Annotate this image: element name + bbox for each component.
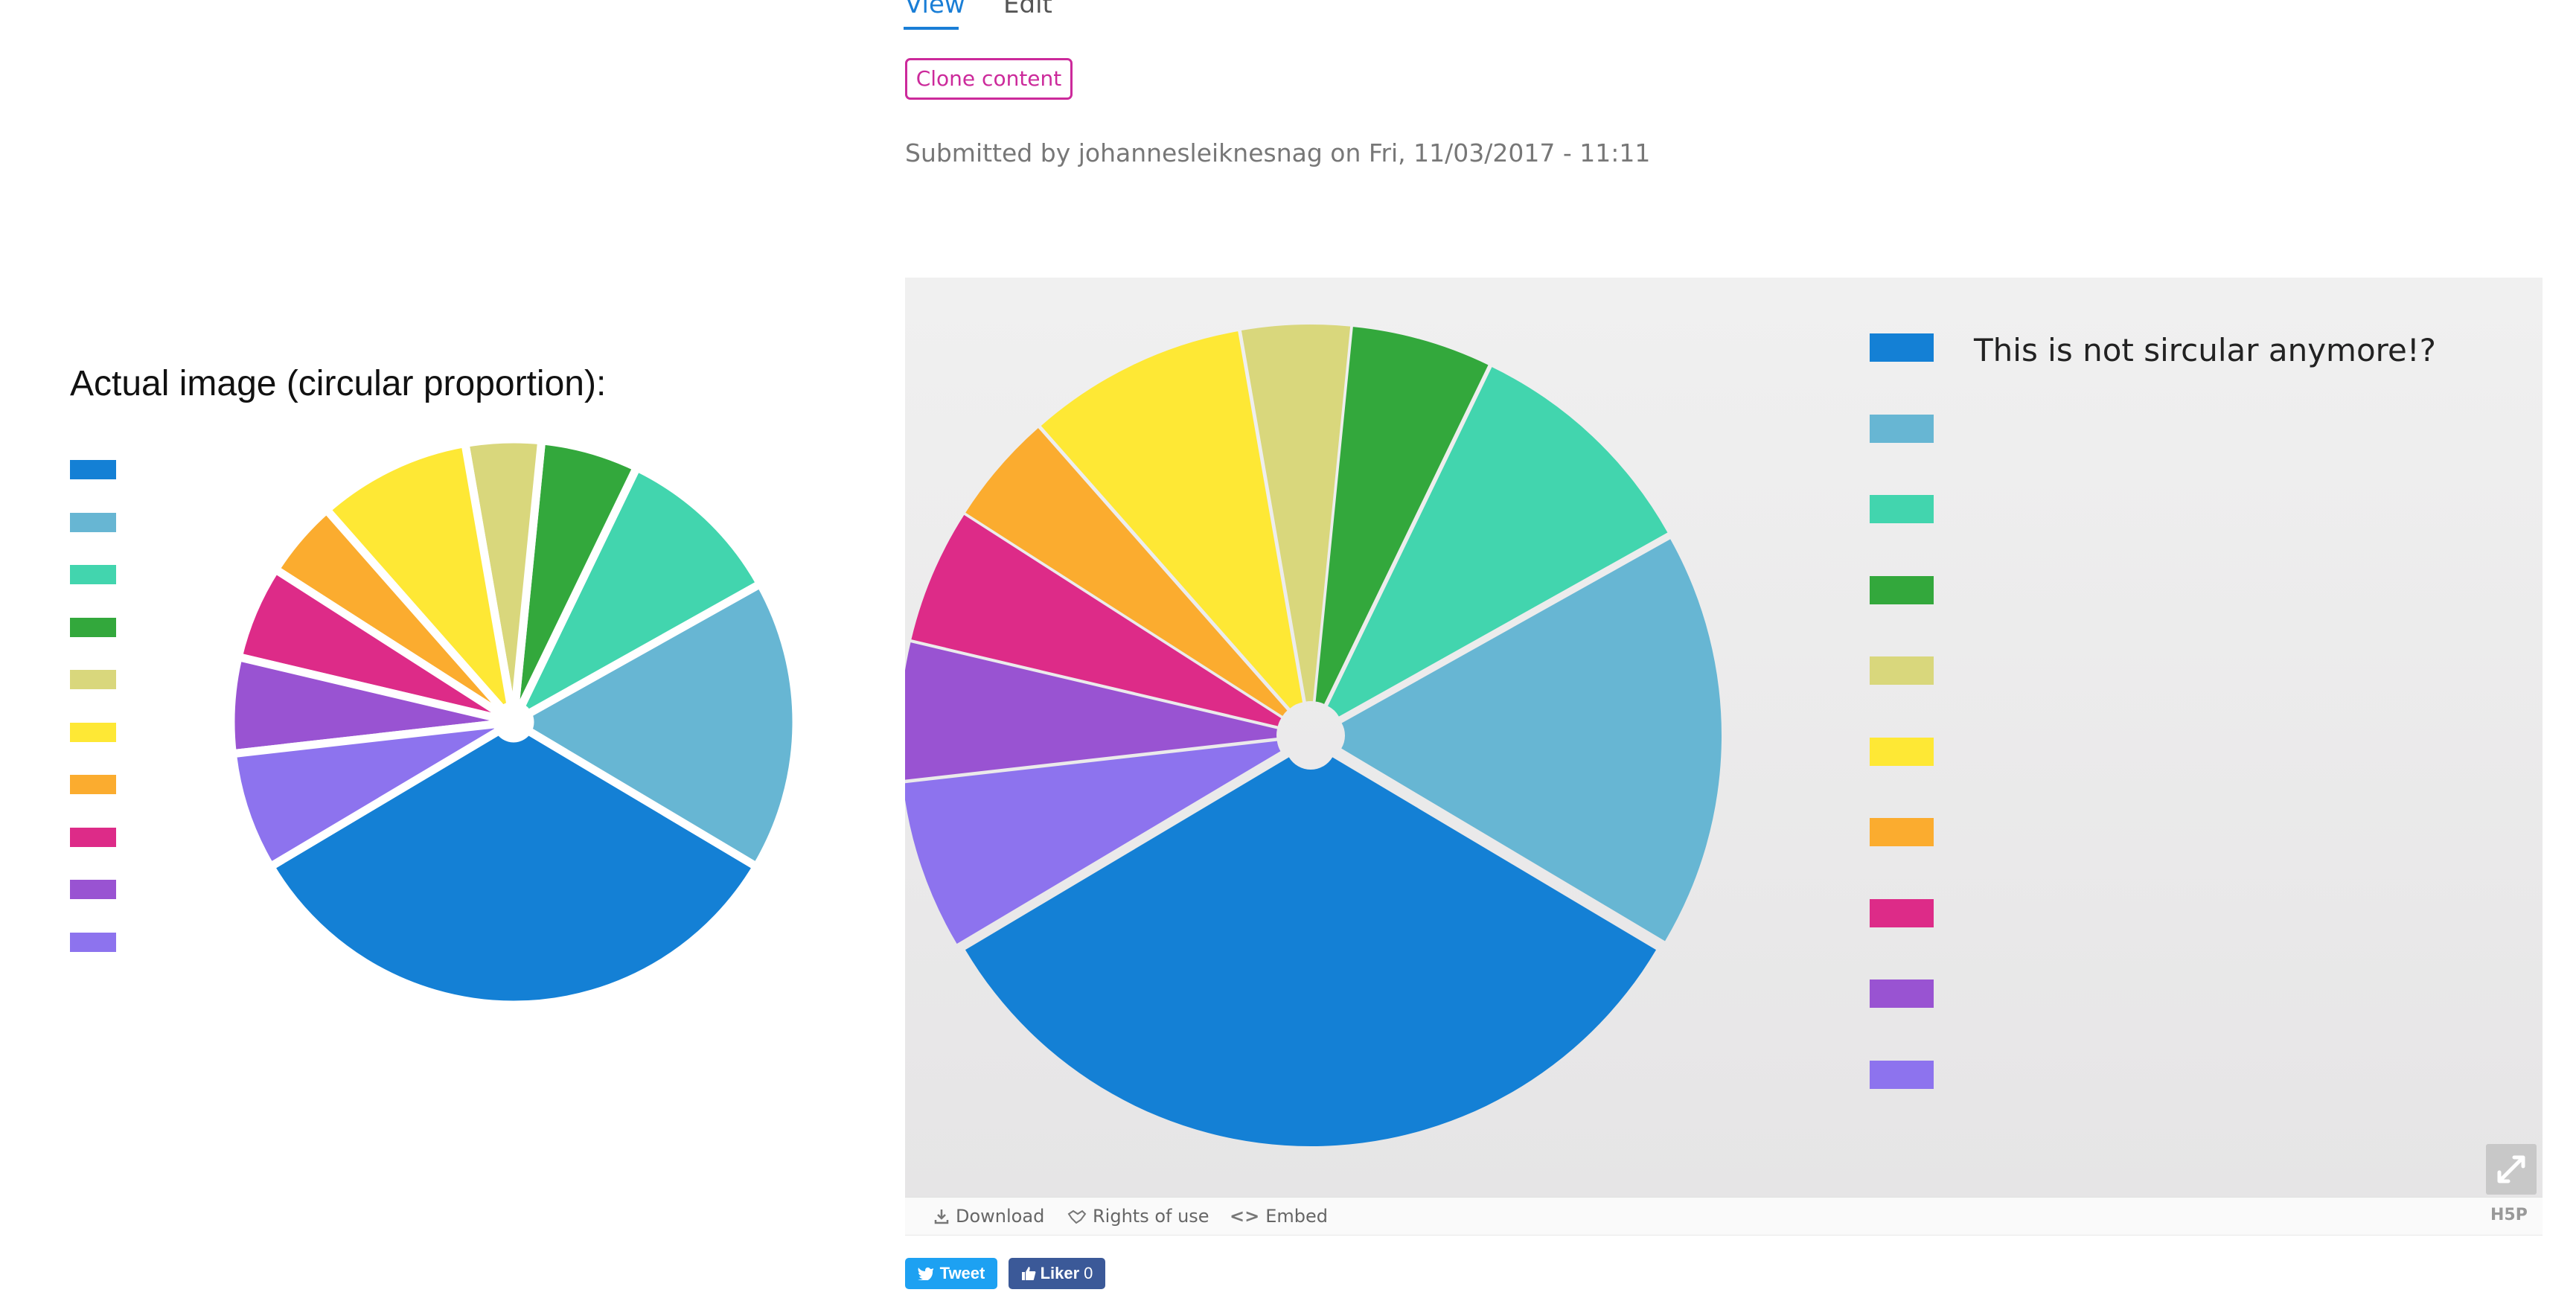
legend-swatch: [70, 512, 116, 532]
legend-swatch: [70, 565, 116, 584]
legend-swatch: [1870, 818, 1934, 846]
legend-swatch: [70, 775, 116, 794]
reference-title: Actual image (circular proportion):: [70, 364, 607, 403]
pie-slice: [320, 438, 516, 716]
clone-content-button[interactable]: Clone content: [905, 58, 1073, 100]
liker-label: Liker: [1040, 1264, 1080, 1282]
pie-slice: [905, 741, 1281, 945]
h5p-actions-bar: [905, 1197, 2543, 1236]
rights-of-use-label: Rights of use: [1093, 1206, 1209, 1227]
h5p-pie-chart: [905, 325, 1722, 1146]
submitted-info: Submitted by johannesleiknesnag on Fri, …: [905, 138, 1651, 167]
legend-swatch: [70, 932, 116, 952]
tweet-label: Tweet: [939, 1264, 985, 1282]
pie-slice: [1341, 539, 1722, 942]
pie-slice: [911, 514, 1282, 726]
legend-swatch: [70, 460, 116, 479]
download-link[interactable]: Download: [933, 1206, 1044, 1227]
legend-swatch: [1870, 333, 1934, 362]
code-icon: <>: [1230, 1206, 1260, 1227]
embed-label: Embed: [1265, 1206, 1328, 1227]
legend-swatch: [1870, 737, 1934, 766]
legend-swatch: [70, 827, 116, 847]
rights-of-use-link[interactable]: Rights of use: [1067, 1206, 1209, 1227]
legend-swatch: [1870, 898, 1934, 927]
pie-slice: [228, 719, 505, 872]
legend-swatch: [70, 670, 116, 689]
legend-swatch: [70, 617, 116, 637]
facebook-like-button[interactable]: Liker 0: [1009, 1258, 1105, 1289]
pie-slice: [1328, 367, 1668, 717]
legend-swatch: [1870, 575, 1934, 604]
fullscreen-icon: [2497, 1155, 2525, 1183]
tab-active-indicator: [904, 27, 959, 30]
fullscreen-button[interactable]: [2486, 1144, 2537, 1195]
legend-swatch: [1870, 495, 1934, 523]
thumbs-up-icon: [1021, 1267, 1035, 1280]
legend-swatch: [1870, 414, 1934, 443]
liker-count: 0: [1084, 1264, 1093, 1282]
embed-link[interactable]: <> Embed: [1230, 1206, 1328, 1227]
tab-edit[interactable]: Edit: [1003, 0, 1052, 19]
pie-slice: [965, 428, 1288, 716]
twitter-bird-icon: [917, 1267, 933, 1280]
legend-swatch: [70, 722, 116, 742]
pie-slice: [1241, 325, 1351, 702]
pie-slice: [965, 757, 1657, 1146]
reference-pie-chart: [226, 435, 801, 1009]
pie-slice: [522, 578, 801, 872]
pie-slice: [515, 461, 767, 720]
h5p-logo[interactable]: H5P: [2490, 1206, 2528, 1224]
legend-item-label: This is not sircular anymore!?: [1974, 332, 2436, 368]
legend-swatch: [1870, 656, 1934, 685]
handshake-icon: [1067, 1209, 1087, 1224]
legend-swatch: [1870, 980, 1934, 1008]
pie-slice: [1041, 331, 1303, 709]
tweet-button[interactable]: Tweet: [905, 1258, 997, 1289]
download-icon: [934, 1209, 949, 1224]
legend-swatch: [70, 880, 116, 899]
pie-slice: [905, 642, 1277, 780]
download-label: Download: [956, 1206, 1045, 1227]
tab-view[interactable]: View: [905, 0, 965, 19]
pie-slice: [1315, 327, 1489, 704]
legend-swatch: [1870, 1060, 1934, 1089]
